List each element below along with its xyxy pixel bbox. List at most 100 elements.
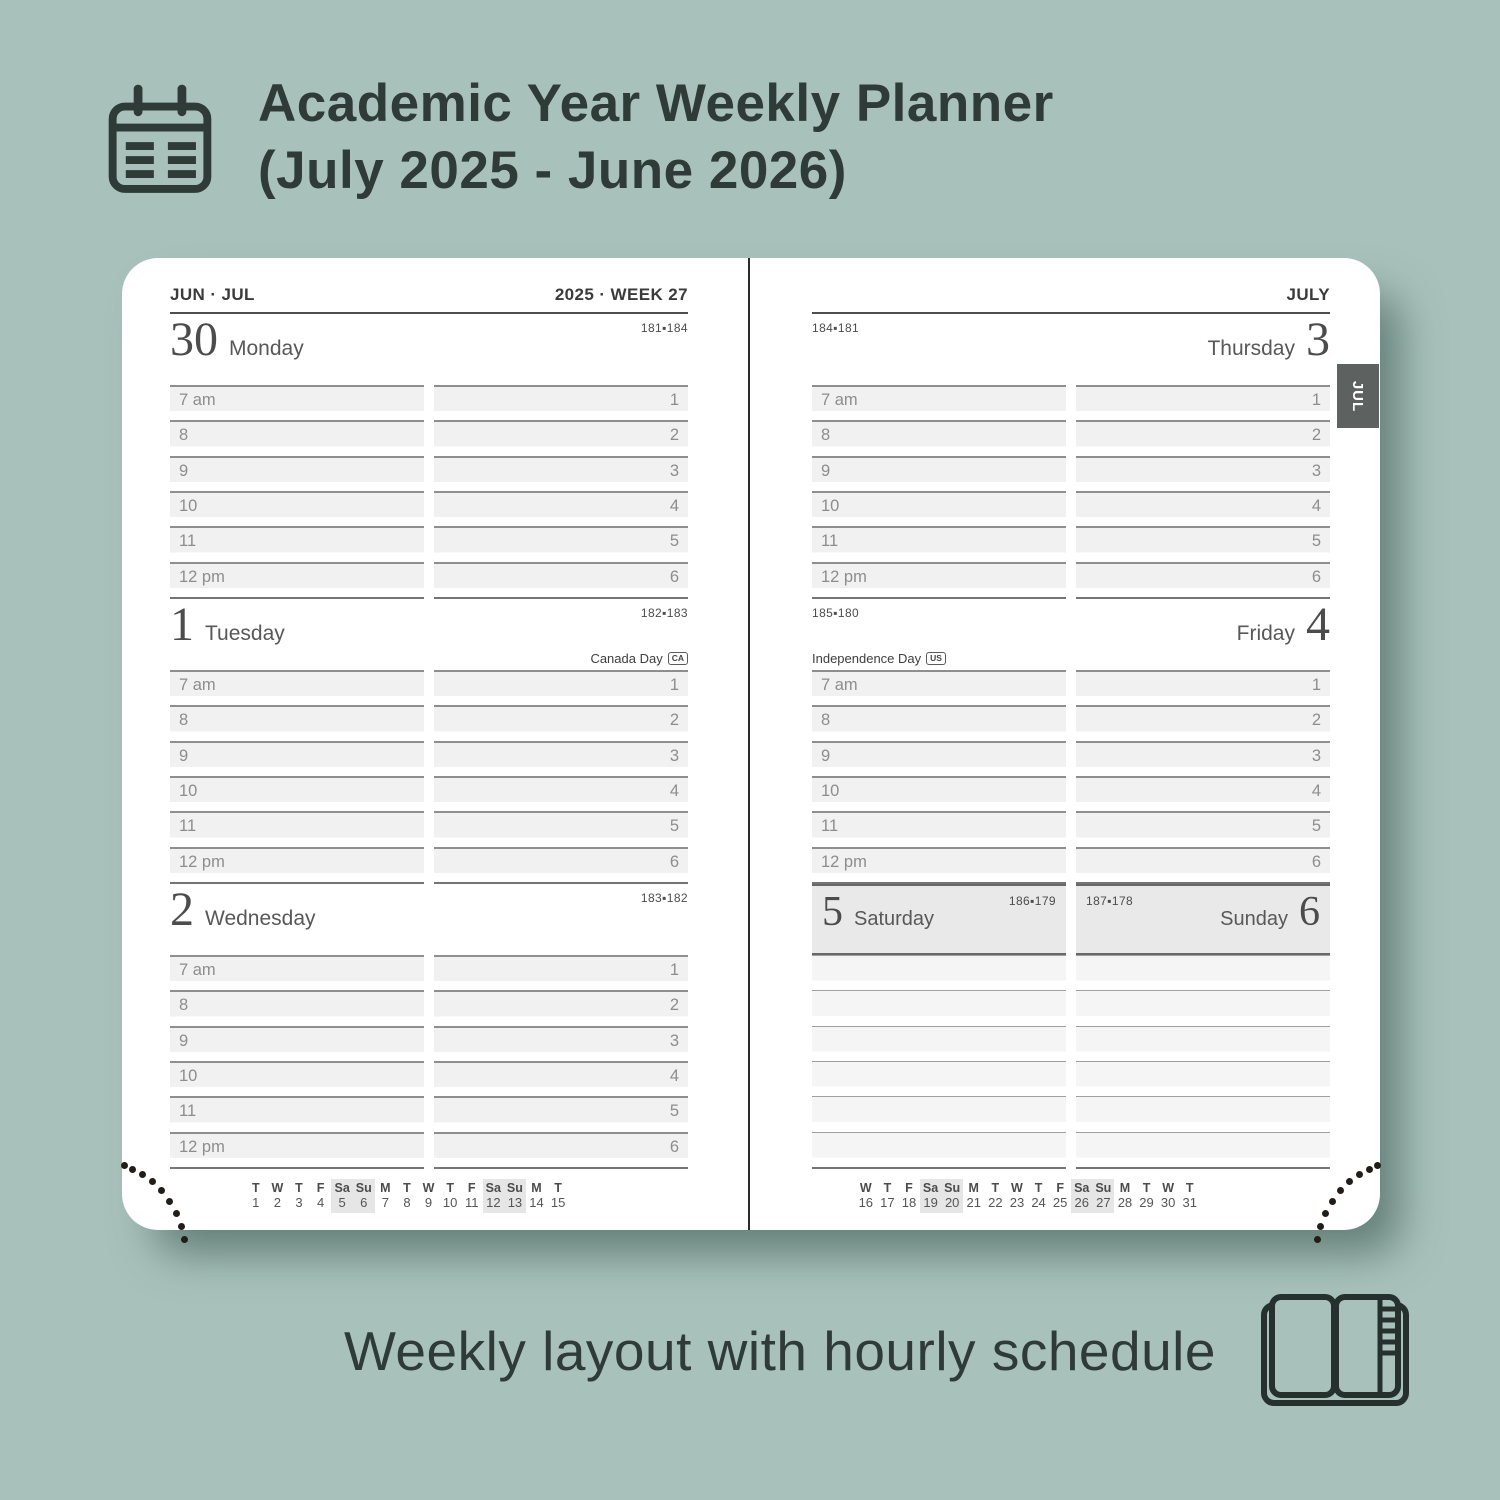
mini-calendar-right: W 16 T 17 F 18 Sa 19 Su 20 M 21 T 22 W 23 T 24 F 25 Sa 26 Su 27…	[855, 1179, 1330, 1213]
day-of-year-count: 181▪184	[640, 321, 688, 335]
minical-column: T 29	[1136, 1179, 1158, 1213]
decorative-dot	[1322, 1210, 1329, 1217]
holiday-country-badge: CA	[667, 652, 688, 665]
minical-day-letter: T	[1142, 1181, 1151, 1195]
numbered-slot-row: 2	[1076, 705, 1330, 741]
note-row	[812, 955, 1066, 991]
day-of-year-count: 183▪182	[640, 891, 688, 905]
planner-spine	[748, 258, 750, 1230]
holiday-line	[170, 366, 688, 385]
minical-day-number: 2	[273, 1195, 281, 1210]
planner-left-page: JUN · JUL 2025 · WEEK 27 30 Monday 181▪1…	[170, 285, 688, 1213]
planner-right-page: JULY 184▪181 Thursday 3 7 am 8	[812, 285, 1330, 1213]
day-of-year-count: 182▪183	[640, 606, 688, 620]
numbered-slot-row: 1	[434, 955, 688, 991]
numbered-slot-row: 6	[1076, 561, 1330, 597]
title-line-1: Academic Year Weekly Planner	[258, 74, 1054, 133]
note-row	[1076, 955, 1330, 991]
day-name: Thursday	[1207, 337, 1295, 360]
hour-slot-row: 10	[812, 490, 1066, 527]
minical-day-number: 18	[901, 1195, 917, 1210]
month-tab-jul: JUL	[1337, 364, 1379, 428]
hour-slot-row: 7 am	[812, 385, 1066, 421]
decorative-dot	[1337, 1187, 1344, 1194]
week-label: 2025 · WEEK 27	[554, 285, 688, 304]
caption-text: Weekly layout with hourly schedule	[344, 1320, 1216, 1382]
note-row	[812, 1060, 1066, 1097]
hour-slot-row: 10	[170, 490, 424, 527]
month-tab-label: JUL	[1349, 380, 1367, 412]
minical-day-letter: Sa	[485, 1181, 501, 1195]
numbered-slot-row: 3	[1076, 455, 1330, 491]
minical-column: M 28	[1114, 1179, 1136, 1213]
day-name: Monday	[229, 337, 304, 360]
holiday-label: Independence Day	[812, 651, 922, 666]
numbered-slot-row: 4	[434, 1060, 688, 1097]
decorative-dot	[149, 1178, 156, 1185]
minical-day-letter: Su	[506, 1181, 523, 1195]
minical-day-letter: W	[271, 1181, 284, 1195]
day-name: Sunday	[1220, 908, 1288, 930]
numbered-slot-row: 2	[434, 705, 688, 741]
title-line-2: (July 2025 - June 2026)	[258, 141, 847, 200]
hour-slot-row: 11	[812, 811, 1066, 847]
day-band: 2 Wednesday 183▪182	[170, 884, 688, 955]
minical-day-number: 27	[1096, 1195, 1111, 1210]
minical-day-letter: Sa	[922, 1181, 939, 1195]
minical-day-number: 3	[295, 1195, 303, 1210]
day-number: 1	[170, 598, 194, 651]
numbered-slot-row: 2	[434, 990, 688, 1026]
minical-column: T 22	[985, 1179, 1007, 1213]
minical-column: Su 27	[1092, 1179, 1115, 1213]
day-name: Wednesday	[205, 907, 316, 930]
numbered-slot-row: 5	[1076, 811, 1330, 847]
minical-day-letter: T	[295, 1181, 303, 1195]
day-number: 30	[170, 313, 218, 366]
numbered-slot-row: 3	[434, 1025, 688, 1061]
hour-slot-row: 8	[812, 705, 1066, 741]
month-label: JULY	[1286, 285, 1330, 304]
note-row	[812, 1025, 1066, 1061]
minical-day-number: 8	[403, 1195, 411, 1210]
hour-slot-row: 8	[170, 420, 424, 456]
hour-slot-table: 7 am 8 9 10 11 12 pm 1 2 3 4 5 6	[170, 670, 688, 884]
page-title: Academic Year Weekly Planner (July 2025 …	[258, 70, 1054, 204]
numbered-slot-row: 5	[1076, 526, 1330, 562]
minical-day-letter: Su	[1095, 1181, 1112, 1195]
minical-column: T 31	[1179, 1179, 1201, 1213]
minical-day-number: 28	[1117, 1195, 1133, 1210]
numbered-slot-row: 3	[434, 740, 688, 776]
note-row	[1076, 1025, 1330, 1061]
hour-slot-row: 12 pm	[812, 561, 1066, 597]
minical-day-letter: Sa	[334, 1181, 350, 1195]
hour-slot-row: 7 am	[170, 670, 424, 706]
numbered-slot-row: 4	[1076, 490, 1330, 527]
calendar-icon	[108, 84, 212, 193]
numbered-slot-row: 1	[434, 670, 688, 706]
hour-slot-row: 10	[170, 1060, 424, 1097]
decorative-dot	[1356, 1171, 1363, 1178]
minical-day-letter: T	[883, 1181, 892, 1195]
decorative-dot	[181, 1236, 188, 1243]
hour-slot-row: 9	[170, 1025, 424, 1061]
day-band: 185▪180 Friday 4 Independence Day US	[812, 599, 1330, 670]
minical-day-number: 7	[381, 1195, 389, 1210]
numbered-slot-row: 1	[1076, 385, 1330, 421]
decorative-dot	[139, 1171, 146, 1178]
holiday-label: Canada Day	[590, 651, 663, 666]
minical-day-number: 15	[550, 1195, 566, 1210]
mini-calendar-left: T 1 W 2 T 3 F 4 Sa 5 Su 6 M 7 T 8 W 9 T 10 F 11 Sa 12 Su 13 M 14 T 15	[245, 1179, 688, 1213]
numbered-slot-row: 5	[434, 1096, 688, 1132]
hour-slot-row: 11	[812, 526, 1066, 562]
holiday-line	[170, 936, 688, 955]
minical-day-number: 6	[360, 1195, 368, 1210]
minical-day-letter: Su	[355, 1181, 372, 1195]
weekend-notes-table	[812, 955, 1330, 1169]
planner-spread: JUN · JUL 2025 · WEEK 27 30 Monday 181▪1…	[122, 258, 1380, 1230]
